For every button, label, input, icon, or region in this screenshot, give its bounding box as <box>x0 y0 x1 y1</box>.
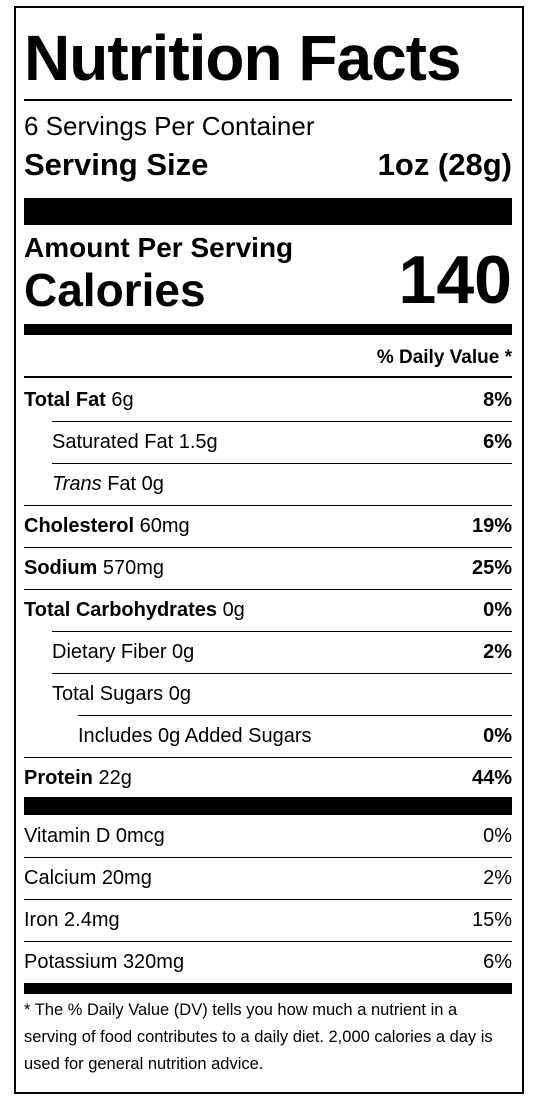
nutrient-name: Iron <box>24 909 59 931</box>
nutrient-label: Sodium 570mg <box>24 557 164 580</box>
nutrient-row: Sodium 570mg 25% <box>24 547 512 589</box>
nutrient-row: Calcium 20mg 2% <box>24 857 512 899</box>
nutrient-name: Dietary Fiber <box>52 641 167 663</box>
calories-label: Calories <box>24 264 206 316</box>
nutrient-name: Cholesterol <box>24 515 135 537</box>
nutrient-amount: 6g <box>111 388 134 411</box>
nutrient-label: Dietary Fiber 0g <box>52 641 194 664</box>
nutrient-label: Total Sugars 0g <box>52 683 191 706</box>
nutrient-amount: 60mg <box>139 515 190 537</box>
daily-value: 0% <box>483 824 512 847</box>
nutrient-prefix: Trans <box>52 473 102 495</box>
daily-value: 44% <box>471 767 512 789</box>
nutrient-name: Total Fat <box>24 388 106 411</box>
nutrient-amount: 0mcg <box>115 824 165 847</box>
title: Nutrition Facts <box>24 22 462 94</box>
nutrient-amount: 0g <box>141 473 164 495</box>
daily-value: 25% <box>471 557 512 579</box>
nutrient-label: Vitamin D 0mcg <box>24 825 165 848</box>
nutrient-label: Cholesterol 60mg <box>24 515 190 538</box>
nutrient-amount: 2.4mg <box>64 909 120 931</box>
nutrient-row: Iron 2.4mg 15% <box>24 899 512 941</box>
rule <box>24 376 512 378</box>
daily-value: 15% <box>471 909 512 931</box>
nutrient-row: Potassium 320mg 6% <box>24 941 512 983</box>
nutrient-amount: 20mg <box>101 867 152 889</box>
amount-per-serving: Amount Per Serving <box>24 232 294 263</box>
servings: 6 Servings Per Container <box>24 111 315 141</box>
nutrient-name: Total Sugars <box>52 683 164 705</box>
daily-value: 0% <box>483 599 512 621</box>
nutrient-row: Total Sugars 0g <box>52 673 512 715</box>
thick-bar <box>24 797 512 815</box>
daily-value-heading: % Daily Value * <box>376 347 512 368</box>
nutrient-label: Trans Fat 0g <box>52 473 164 496</box>
nutrient-row: Saturated Fat 1.5g 6% <box>52 421 512 463</box>
nutrient-label: Calcium 20mg <box>24 867 152 890</box>
nutrient-name: Saturated Fat <box>52 431 174 453</box>
nutrient-name: Potassium <box>24 951 118 973</box>
footnote: * The % Daily Value (DV) tells you how m… <box>24 1001 493 1073</box>
nutrient-label: Iron 2.4mg <box>24 909 120 932</box>
serving-size-label: Serving Size <box>24 147 209 182</box>
daily-value: 6% <box>483 951 512 973</box>
medium-bar <box>24 983 512 994</box>
nutrient-name: Fat <box>107 473 137 495</box>
nutrient-label: Protein 22g <box>24 767 132 790</box>
label-frame <box>14 6 524 1094</box>
rule <box>24 99 512 101</box>
calories-value: 140 <box>398 242 512 318</box>
nutrient-label: Includes 0g Added Sugars <box>78 725 312 748</box>
nutrient-name: Calcium <box>24 867 97 889</box>
nutrient-amount: 0g <box>168 683 191 705</box>
nutrient-label: Total Fat 6g <box>24 389 134 412</box>
nutrient-label: Potassium 320mg <box>24 951 184 974</box>
nutrient-name: Protein <box>24 767 93 789</box>
daily-value: 2% <box>483 641 512 663</box>
nutrient-row: Includes 0g Added Sugars 0% <box>78 715 512 757</box>
thick-bar <box>24 198 512 225</box>
daily-value: 2% <box>483 867 512 889</box>
nutrient-row: Dietary Fiber 0g 2% <box>52 631 512 673</box>
serving-size-value: 1oz (28g) <box>377 147 512 182</box>
nutrient-amount: 0g <box>172 641 195 663</box>
nutrient-amount: 22g <box>98 767 132 789</box>
nutrient-row: Protein 22g 44% <box>24 757 512 799</box>
nutrient-name: Includes 0g Added Sugars <box>78 725 312 747</box>
nutrient-name: Vitamin D <box>24 824 111 847</box>
daily-value: 6% <box>483 431 512 453</box>
nutrient-amount: 320mg <box>122 951 185 973</box>
daily-value: 8% <box>483 388 512 411</box>
nutrient-name: Total Carbohydrates <box>24 599 217 621</box>
daily-value: 19% <box>471 515 512 537</box>
nutrient-row: Vitamin D 0mcg 0% <box>24 815 512 857</box>
serving-size: Serving Size 1oz (28g) <box>24 146 512 184</box>
nutrient-label: Saturated Fat 1.5g <box>52 431 218 454</box>
nutrient-row: Total Fat 6g 8% <box>24 379 512 421</box>
nutrient-row: Trans Fat 0g <box>52 463 512 505</box>
daily-value: 0% <box>483 725 512 747</box>
nutrient-label: Total Carbohydrates 0g <box>24 599 245 622</box>
nutrient-amount: 0g <box>222 599 245 621</box>
nutrient-name: Sodium <box>24 557 98 579</box>
nutrient-amount: 1.5g <box>178 431 218 453</box>
nutrient-amount: 570mg <box>102 557 165 579</box>
nutrient-row: Cholesterol 60mg 19% <box>24 505 512 547</box>
medium-bar <box>24 324 512 335</box>
nutrient-row: Total Carbohydrates 0g 0% <box>24 589 512 631</box>
